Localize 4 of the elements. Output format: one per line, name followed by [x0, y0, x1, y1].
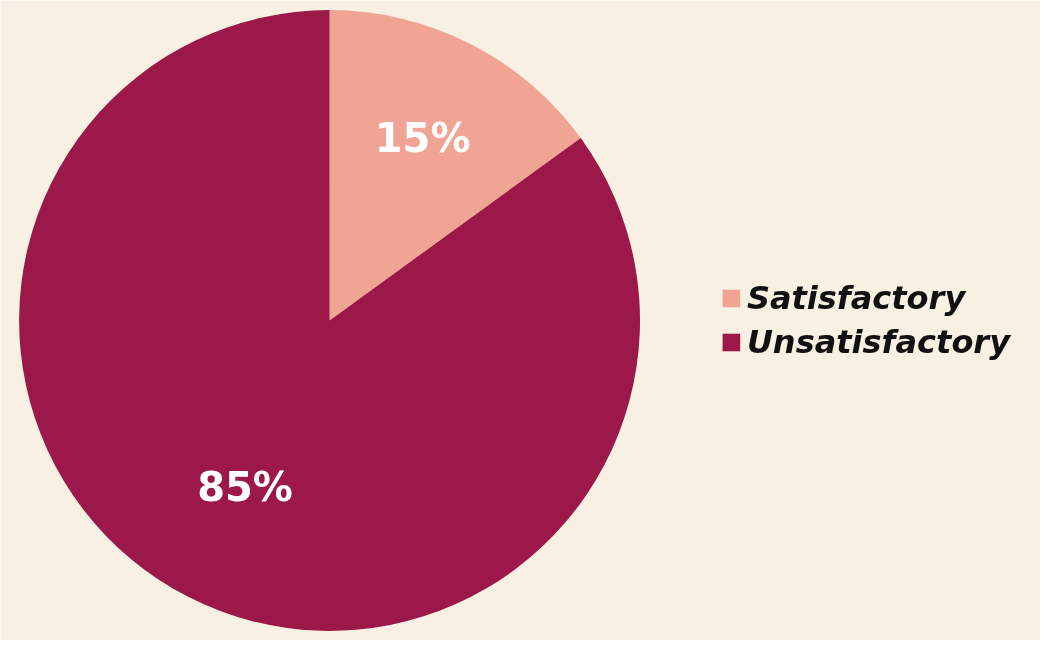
data-label: 85%	[197, 463, 293, 510]
legend-label: Unsatisfactory	[746, 323, 1010, 361]
legend-label: Satisfactory	[746, 279, 966, 317]
data-label: 15%	[374, 114, 471, 161]
